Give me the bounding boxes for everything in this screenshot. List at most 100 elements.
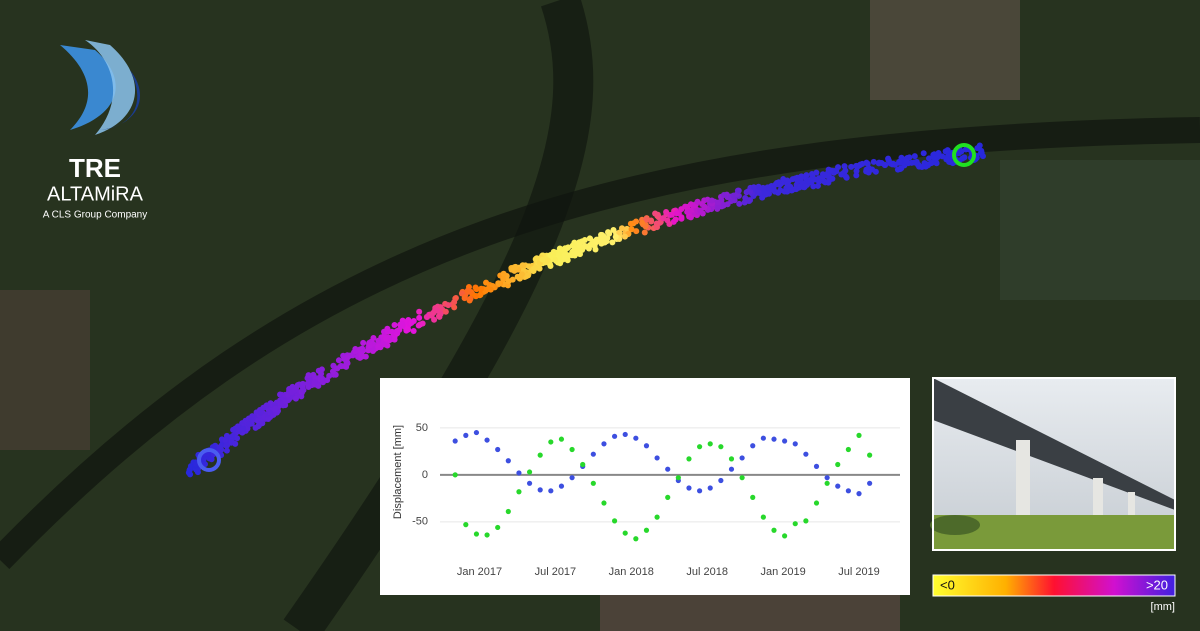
x-tick-label: Jul 2019 [838,566,880,578]
data-point [707,441,713,447]
ps-point [672,216,679,223]
data-point [813,500,820,506]
ps-point [384,325,391,332]
ps-point [616,229,623,236]
data-point [665,494,671,500]
data-point [665,466,671,472]
data-point [463,432,469,438]
ps-point [911,153,918,160]
data-point [750,443,756,449]
ps-point [956,149,963,156]
data-point [792,521,798,527]
ps-point [565,252,572,259]
ps-point [539,256,546,263]
ps-point [859,160,866,167]
data-point [601,441,607,447]
ps-point [292,395,299,402]
ps-point [416,308,423,315]
photo-frame [932,377,1176,551]
ps-point [536,265,543,272]
data-point [643,443,650,449]
ps-point [381,341,388,348]
ps-point [272,405,279,412]
data-point [516,470,522,476]
data-point [569,446,575,453]
ps-point [606,230,613,237]
data-point [611,518,618,524]
ps-point [223,442,230,449]
field [1000,160,1200,300]
field [870,0,1020,100]
ps-point [223,447,230,454]
data-point [484,532,490,538]
ps-point [666,220,673,227]
ps-point [687,214,694,221]
ps-point [663,208,670,215]
data-point [739,455,745,461]
ps-point [291,386,298,393]
ps-point [618,225,625,232]
ps-point [854,163,861,170]
photo-tree [930,515,980,535]
ps-point [863,168,870,175]
ps-point [684,203,691,210]
data-point [697,488,703,494]
data-point [611,433,618,439]
ps-point [317,376,324,383]
ps-point [300,387,307,394]
data-point [813,463,820,469]
ps-point [519,262,526,269]
ps-point [870,158,877,165]
bridge-pier [1128,492,1135,527]
data-point [537,487,543,493]
ps-point [375,337,382,344]
ps-point [609,239,616,246]
data-point [728,466,735,472]
ps-point [777,181,784,188]
data-point [718,477,724,484]
ps-point [473,286,480,293]
ps-point [257,409,264,416]
ps-point [388,328,395,335]
ps-point [451,299,458,306]
ps-point [445,302,452,309]
ps-point [464,287,471,294]
data-point [452,472,458,478]
data-point [803,451,809,457]
ps-point [343,359,350,366]
ps-point [673,210,680,217]
ps-point [408,319,415,326]
data-point [590,451,596,457]
ps-point [678,214,685,221]
data-point [867,452,873,458]
ps-point [648,218,655,225]
valley-road [0,117,1200,570]
ps-point [841,163,848,170]
ps-point [903,158,910,165]
point-marker [952,143,976,167]
x-tick-label: Jan 2018 [609,566,654,578]
ps-point [701,204,708,211]
ps-point [576,242,583,249]
x-tick-label: Jan 2017 [457,566,502,578]
ps-point [500,270,507,277]
data-point [718,444,724,450]
ps-point [234,423,241,430]
data-point [633,435,639,441]
ps-point [495,280,502,287]
ps-point [976,142,983,149]
field [600,590,900,631]
ps-point [326,372,333,379]
ps-point [802,183,809,190]
y-tick-label: -50 [412,516,428,528]
ps-point [894,166,901,173]
data-point [548,488,554,494]
ps-point [208,456,215,463]
ps-point [678,206,685,213]
ps-point [654,224,661,231]
data-point [782,438,788,444]
ps-point [246,421,253,428]
ps-point [827,167,834,174]
colorbar-max-label: >20 [1146,577,1168,592]
